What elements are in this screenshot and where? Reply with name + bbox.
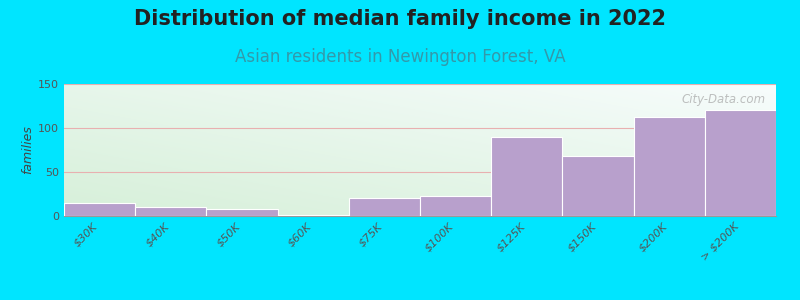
Bar [206, 209, 278, 216]
Bar [634, 117, 705, 216]
Bar [135, 207, 206, 216]
Bar [491, 137, 562, 216]
Bar [420, 196, 491, 216]
Bar [278, 215, 349, 216]
Text: City-Data.com: City-Data.com [681, 93, 766, 106]
Bar [562, 156, 634, 216]
Text: Distribution of median family income in 2022: Distribution of median family income in … [134, 9, 666, 29]
Bar [705, 110, 776, 216]
Bar [349, 198, 420, 216]
Y-axis label: families: families [21, 126, 34, 174]
Bar [64, 203, 135, 216]
Text: Asian residents in Newington Forest, VA: Asian residents in Newington Forest, VA [234, 48, 566, 66]
